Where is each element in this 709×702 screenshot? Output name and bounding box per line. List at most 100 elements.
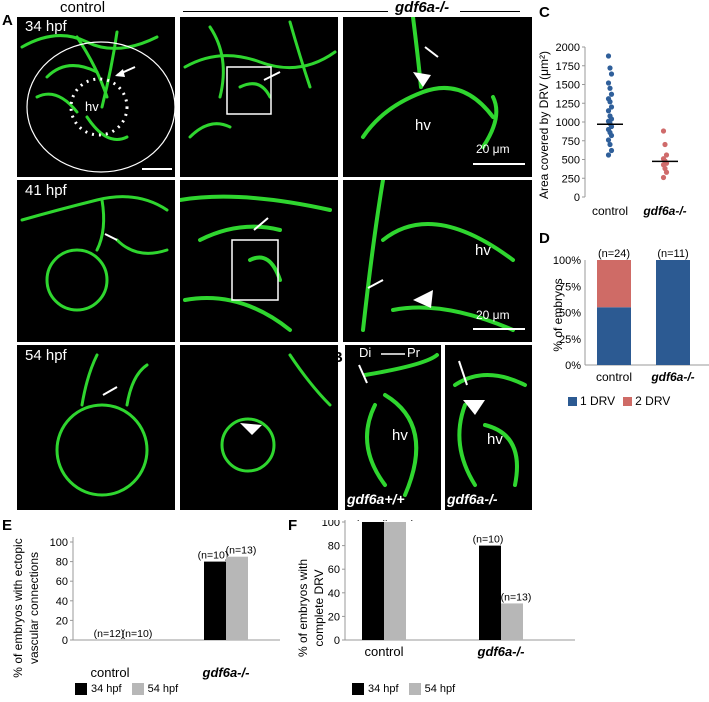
- chart-e: % of embryos with ectopic vascular conne…: [11, 537, 280, 680]
- chart-ytick-label: 100: [50, 537, 68, 549]
- chart-f-xtick-control: control: [364, 644, 403, 659]
- chart-bar: [501, 603, 523, 640]
- legend-swatch-54hpf: [131, 683, 144, 695]
- chart-bar: [362, 522, 384, 640]
- hv-label: hv: [487, 431, 503, 448]
- chart-c-point: [605, 80, 612, 86]
- hv-label: hv: [85, 99, 99, 114]
- chart-ytick-label: 80: [56, 557, 68, 569]
- chart-ytick-label: 0: [334, 635, 340, 647]
- chart-d-ytick-label: 75%: [559, 281, 581, 293]
- header-control: control: [60, 0, 106, 16]
- chart-e-ylabel-line1: % of embryos with ectopic: [11, 538, 25, 677]
- legend-swatch-1drv: [568, 396, 577, 406]
- panel-letter-d: D: [539, 230, 550, 247]
- legend-label-2drv: 2 DRV: [635, 394, 671, 408]
- panel-letter-f: F: [288, 517, 298, 534]
- timepoint-41hpf: 41 hpf: [25, 182, 67, 199]
- legend-swatch-34hpf: [75, 683, 87, 695]
- chart-ytick-label: 40: [328, 588, 340, 600]
- chart-d-ylabel: % of embryos: [551, 278, 565, 351]
- chart-c-ytick-label: 2000: [556, 42, 580, 54]
- image-mutant-54hpf: [180, 345, 338, 510]
- chart-c-xtick-mutant: gdf6a-/-: [642, 204, 686, 218]
- legend-label-54hpf: 54 hpf: [147, 683, 179, 695]
- chart-c-point: [608, 71, 615, 77]
- svg-text:% of embryos with ectopic: % of embryos with ectopic: [11, 538, 25, 677]
- scale-label: 20 μm: [476, 308, 510, 322]
- chart-bar: [226, 556, 248, 640]
- image-mutant-34hpf: [180, 17, 338, 177]
- chart-e-xtick-control: control: [90, 665, 129, 680]
- chart-n-label: (n=10): [198, 550, 229, 562]
- chart-e-legend: 34 hpf 54 hpf: [75, 683, 178, 695]
- genotype-mutant-label: gdf6a-/-: [447, 491, 498, 507]
- chart-c-point: [660, 174, 667, 181]
- chart-c-point: [607, 141, 613, 148]
- chart-c-point: [608, 104, 615, 110]
- chart-bar: [479, 545, 501, 640]
- chart-d-xtick-control: control: [596, 370, 632, 384]
- chart-n-label: (n=13): [501, 591, 532, 603]
- chart-f: % of embryos with complete DRV 0 20 40 60 80…: [296, 520, 575, 659]
- image-mutant-34hpf-zoom: hv 20 μm: [343, 17, 532, 177]
- chart-d-bar-segment: [656, 260, 690, 365]
- chart-c-ytick-label: 1500: [556, 80, 580, 92]
- chart-c-point: [607, 65, 613, 71]
- image-control-54hpf: 54 hpf: [17, 345, 175, 510]
- chart-ytick-label: 20: [56, 615, 68, 627]
- chart-n-label: (n=12): [356, 520, 387, 522]
- chart-c-point: [660, 128, 667, 134]
- legend-label-1drv: 1 DRV: [580, 394, 616, 408]
- image-b-wildtype: Di Pr hv gdf6a+/+: [345, 345, 441, 510]
- image-mutant-41hpf: [180, 180, 338, 342]
- chart-ytick-label: 60: [56, 576, 68, 588]
- chart-ytick-label: 20: [328, 611, 340, 623]
- header-mutant: gdf6a-/-: [395, 0, 450, 16]
- legend-swatch-54hpf: [408, 683, 421, 695]
- legend-swatch-34hpf: [352, 683, 364, 695]
- chart-c-ytick-label: 1250: [556, 98, 580, 110]
- genotype-wt-label: gdf6a+/+: [347, 491, 405, 507]
- chart-c-point: [607, 99, 613, 105]
- chart-c-point: [605, 108, 612, 114]
- image-control-34hpf: 34 hpf hv: [17, 17, 175, 177]
- timepoint-34hpf: 34 hpf: [25, 18, 67, 35]
- chart-c: Area covered by DRV (μm²) 0 250 500 750 1000…: [537, 42, 687, 218]
- chart-c-ytick-label: 500: [562, 155, 580, 167]
- chart-c-point: [608, 147, 615, 154]
- legend-label-34hpf: 34 hpf: [368, 683, 399, 695]
- chart-d-ytick-label: 50%: [559, 308, 581, 320]
- chart-n-label: (n=13): [226, 545, 257, 557]
- chart-ytick-label: 60: [328, 564, 340, 576]
- chart-c-point: [608, 132, 615, 139]
- chart-c-point: [663, 152, 670, 158]
- hv-label: hv: [392, 427, 408, 444]
- chart-bar: [204, 561, 226, 640]
- legend-label-34hpf: 34 hpf: [91, 683, 122, 695]
- chart-d-n-control: (n=24): [598, 248, 630, 260]
- legend-label-54hpf: 54 hpf: [424, 683, 456, 695]
- chart-c-point: [607, 85, 613, 91]
- chart-c-point: [605, 137, 612, 143]
- chart-e-xtick-mutant: gdf6a-/-: [202, 665, 250, 680]
- hv-label: hv: [475, 242, 491, 259]
- chart-c-point: [662, 141, 668, 148]
- panel-letter-c: C: [539, 4, 550, 21]
- chart-n-label: (n=10): [384, 520, 415, 522]
- hv-label: hv: [415, 117, 431, 134]
- scale-label: 20 μm: [476, 142, 510, 156]
- pr-label: Pr: [407, 345, 420, 360]
- image-mutant-41hpf-zoom: hv 20 μm: [343, 180, 532, 342]
- chart-d-ytick-label: 0%: [565, 360, 581, 372]
- chart-d-bar-segment: [597, 307, 631, 365]
- chart-e-ylabel-line2: vascular connections: [27, 552, 41, 664]
- chart-d-ytick-label: 25%: [559, 334, 581, 346]
- chart-n-label: (n=12): [94, 628, 125, 640]
- chart-c-ytick-label: 0: [574, 192, 580, 204]
- chart-c-ytick-label: 250: [562, 173, 580, 185]
- image-b-mutant: hv gdf6a-/-: [445, 345, 532, 510]
- chart-n-label: (n=10): [473, 534, 504, 546]
- chart-d: % of embryos 0% 25% 50% 75% 100% control gdf…: [551, 248, 709, 384]
- chart-c-ylabel: Area covered by DRV (μm²): [537, 51, 551, 199]
